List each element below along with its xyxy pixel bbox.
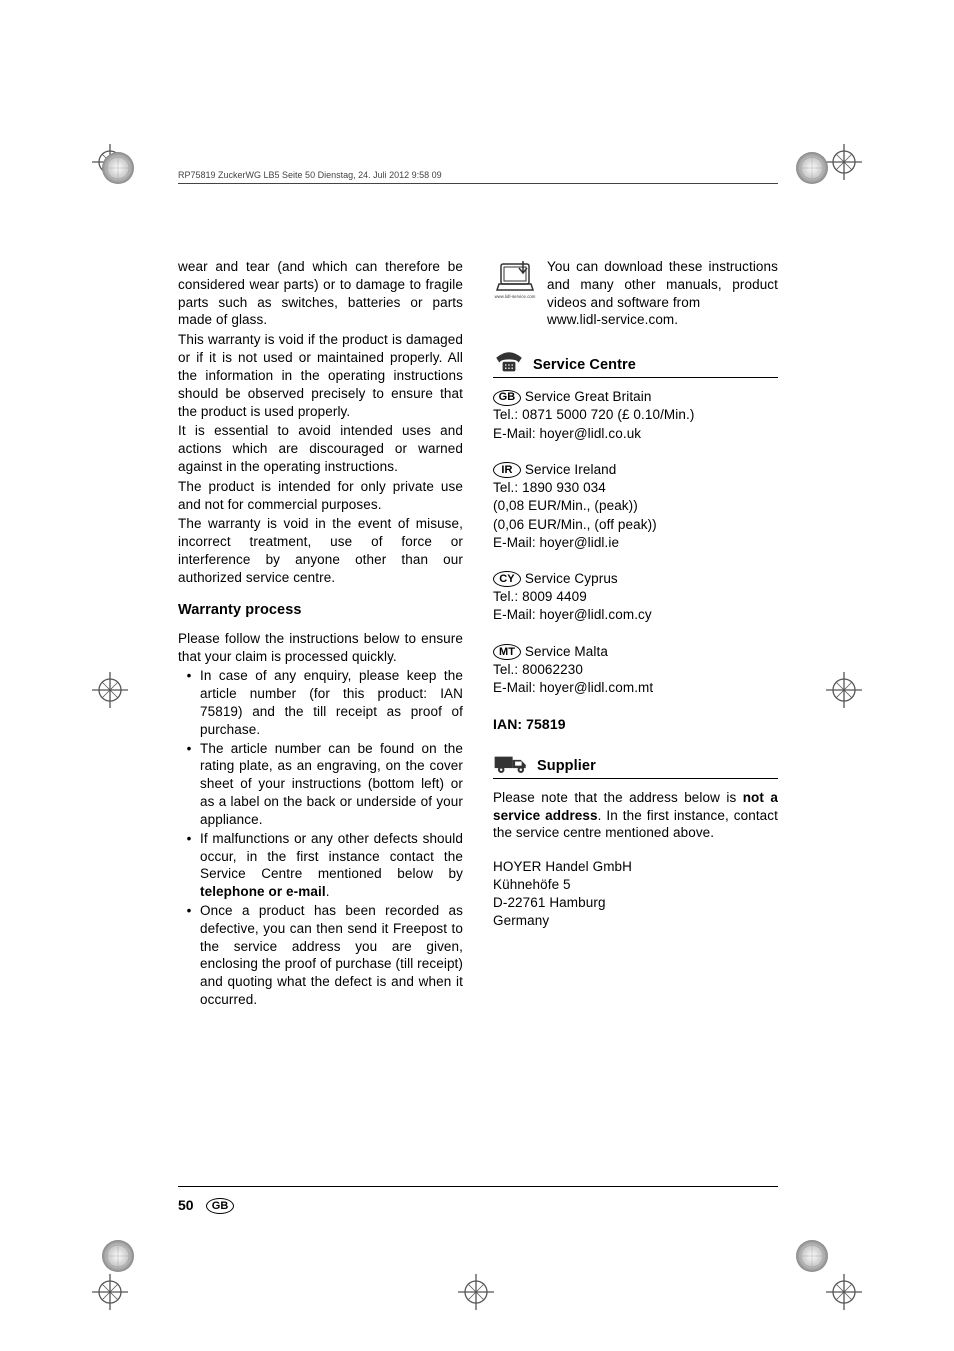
regmark-orb-bot-right <box>794 1238 854 1298</box>
svg-text:www.lidl-service.com: www.lidl-service.com <box>495 294 536 299</box>
page-header-meta: RP75819 ZuckerWG LB5 Seite 50 Dienstag, … <box>178 170 442 180</box>
service-ir-mail: E-Mail: hoyer@lidl.ie <box>493 534 778 552</box>
supplier-heading: Supplier <box>493 752 778 779</box>
list-item: •If malfunctions or any other defects sh… <box>178 830 463 901</box>
service-cy-tel: Tel.: 8009 4409 <box>493 588 778 606</box>
service-ir-tel: Tel.: 1890 930 034 <box>493 479 778 497</box>
truck-icon <box>493 752 529 776</box>
header-rule <box>178 183 778 184</box>
warranty-text-2: This warranty is void if the product is … <box>178 331 463 420</box>
service-ir-rate1: (0,08 EUR/Min., (peak)) <box>493 497 778 515</box>
warranty-text-1: wear and tear (and which can therefore b… <box>178 258 463 329</box>
country-badge-ir: IR <box>493 462 521 478</box>
download-block: www.lidl-service.com You can download th… <box>493 258 778 329</box>
warranty-text-3: It is essential to avoid intended uses a… <box>178 422 463 475</box>
regmark-orb-top-left <box>100 150 160 210</box>
download-url: www.lidl-service.com. <box>547 311 778 329</box>
warranty-text-4: The product is intended for only private… <box>178 478 463 514</box>
supplier-addr4: Germany <box>493 912 778 930</box>
service-mt: MT Service Malta Tel.: 80062230 E-Mail: … <box>493 643 778 698</box>
service-gb-mail: E-Mail: hoyer@lidl.co.uk <box>493 425 778 443</box>
warranty-process-heading: Warranty process <box>178 601 463 620</box>
service-ir-rate2: (0,06 EUR/Min., (off peak)) <box>493 516 778 534</box>
ian-number: IAN: 75819 <box>493 715 778 733</box>
supplier-note: Please note that the address below is no… <box>493 789 778 842</box>
left-column: wear and tear (and which can therefore b… <box>178 258 463 1010</box>
list-item: •The article number can be found on the … <box>178 740 463 829</box>
service-centre-heading: Service Centre <box>493 347 778 378</box>
download-text: You can download these instructions and … <box>547 258 778 311</box>
page-footer: 50 GB <box>178 1186 778 1215</box>
service-cy-mail: E-Mail: hoyer@lidl.com.cy <box>493 606 778 624</box>
warranty-process-list: •In case of any enquiry, please keep the… <box>178 667 463 1008</box>
warranty-process-intro: Please follow the instructions below to … <box>178 630 463 666</box>
laptop-download-icon: www.lidl-service.com <box>493 258 537 302</box>
regmark-orb-bot-left <box>100 1238 160 1298</box>
body-columns: wear and tear (and which can therefore b… <box>178 258 778 1010</box>
supplier-addr1: HOYER Handel GmbH <box>493 858 778 876</box>
service-cy: CY Service Cyprus Tel.: 8009 4409 E-Mail… <box>493 570 778 625</box>
service-mt-tel: Tel.: 80062230 <box>493 661 778 679</box>
list-item: •Once a product has been recorded as def… <box>178 902 463 1009</box>
country-badge-mt: MT <box>493 644 521 660</box>
warranty-text-5: The warranty is void in the event of mis… <box>178 515 463 586</box>
supplier-addr2: Kühnehöfe 5 <box>493 876 778 894</box>
service-ir: IR Service Ireland Tel.: 1890 930 034 (0… <box>493 461 778 552</box>
page-number: 50 <box>178 1197 194 1213</box>
list-item: •In case of any enquiry, please keep the… <box>178 667 463 738</box>
right-column: www.lidl-service.com You can download th… <box>493 258 778 1010</box>
country-badge-cy: CY <box>493 571 521 587</box>
phone-icon <box>493 347 525 375</box>
service-gb: GB Service Great Britain Tel.: 0871 5000… <box>493 388 778 443</box>
supplier-addr3: D-22761 Hamburg <box>493 894 778 912</box>
regmark-bot-mid <box>446 1262 506 1322</box>
service-mt-mail: E-Mail: hoyer@lidl.com.mt <box>493 679 778 697</box>
country-badge-gb: GB <box>493 390 521 406</box>
regmark-orb-top-right <box>794 150 854 210</box>
service-gb-tel: Tel.: 0871 5000 720 (£ 0.10/Min.) <box>493 406 778 424</box>
regmark-mid-right <box>814 660 874 720</box>
regmark-mid-left <box>80 660 140 720</box>
footer-lang-badge: GB <box>206 1198 234 1214</box>
